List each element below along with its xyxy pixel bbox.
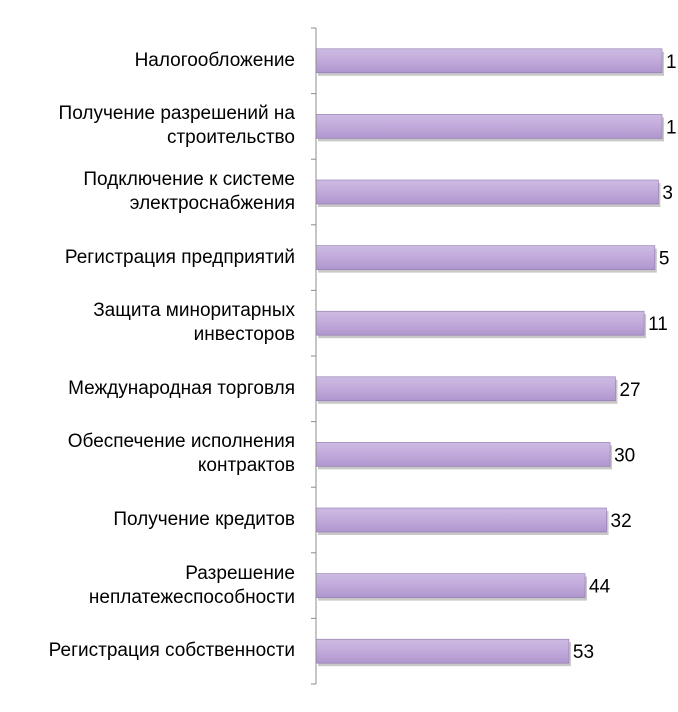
category-label: Получение разрешений на строительство [58,103,295,149]
bar [315,179,659,205]
data-label: 3 [662,183,673,204]
bar [315,442,611,467]
category-label: Регистрация предприятий [64,246,295,268]
category-label: Регистрация собственности [48,640,295,662]
bar [315,114,663,139]
category-label: Обеспечение исполнения контрактов [67,431,295,477]
data-label: 1 [666,52,677,73]
data-label: 44 [589,577,611,598]
category-label: Защита миноритарных инвесторов [93,300,295,346]
data-label: 32 [611,511,632,532]
category-label: Подключение к системе электроснабжения [83,169,295,214]
category-label: Получение кредитов [113,509,295,530]
data-label: 11 [648,314,668,335]
bar [315,638,570,664]
category-label: Налогообложение [134,49,295,71]
bar [315,245,656,270]
bar [315,48,663,74]
category-label: Международная торговля [68,377,295,399]
category-label: Разрешение неплатежеспособности [88,562,295,608]
data-label: 5 [659,249,670,270]
data-label: 53 [573,642,594,663]
bar [315,573,586,598]
data-label: 1 [666,117,677,138]
data-label: 27 [619,380,640,401]
bar [315,310,645,336]
bar [315,376,616,402]
bar [315,507,607,533]
data-label: 30 [614,445,635,466]
